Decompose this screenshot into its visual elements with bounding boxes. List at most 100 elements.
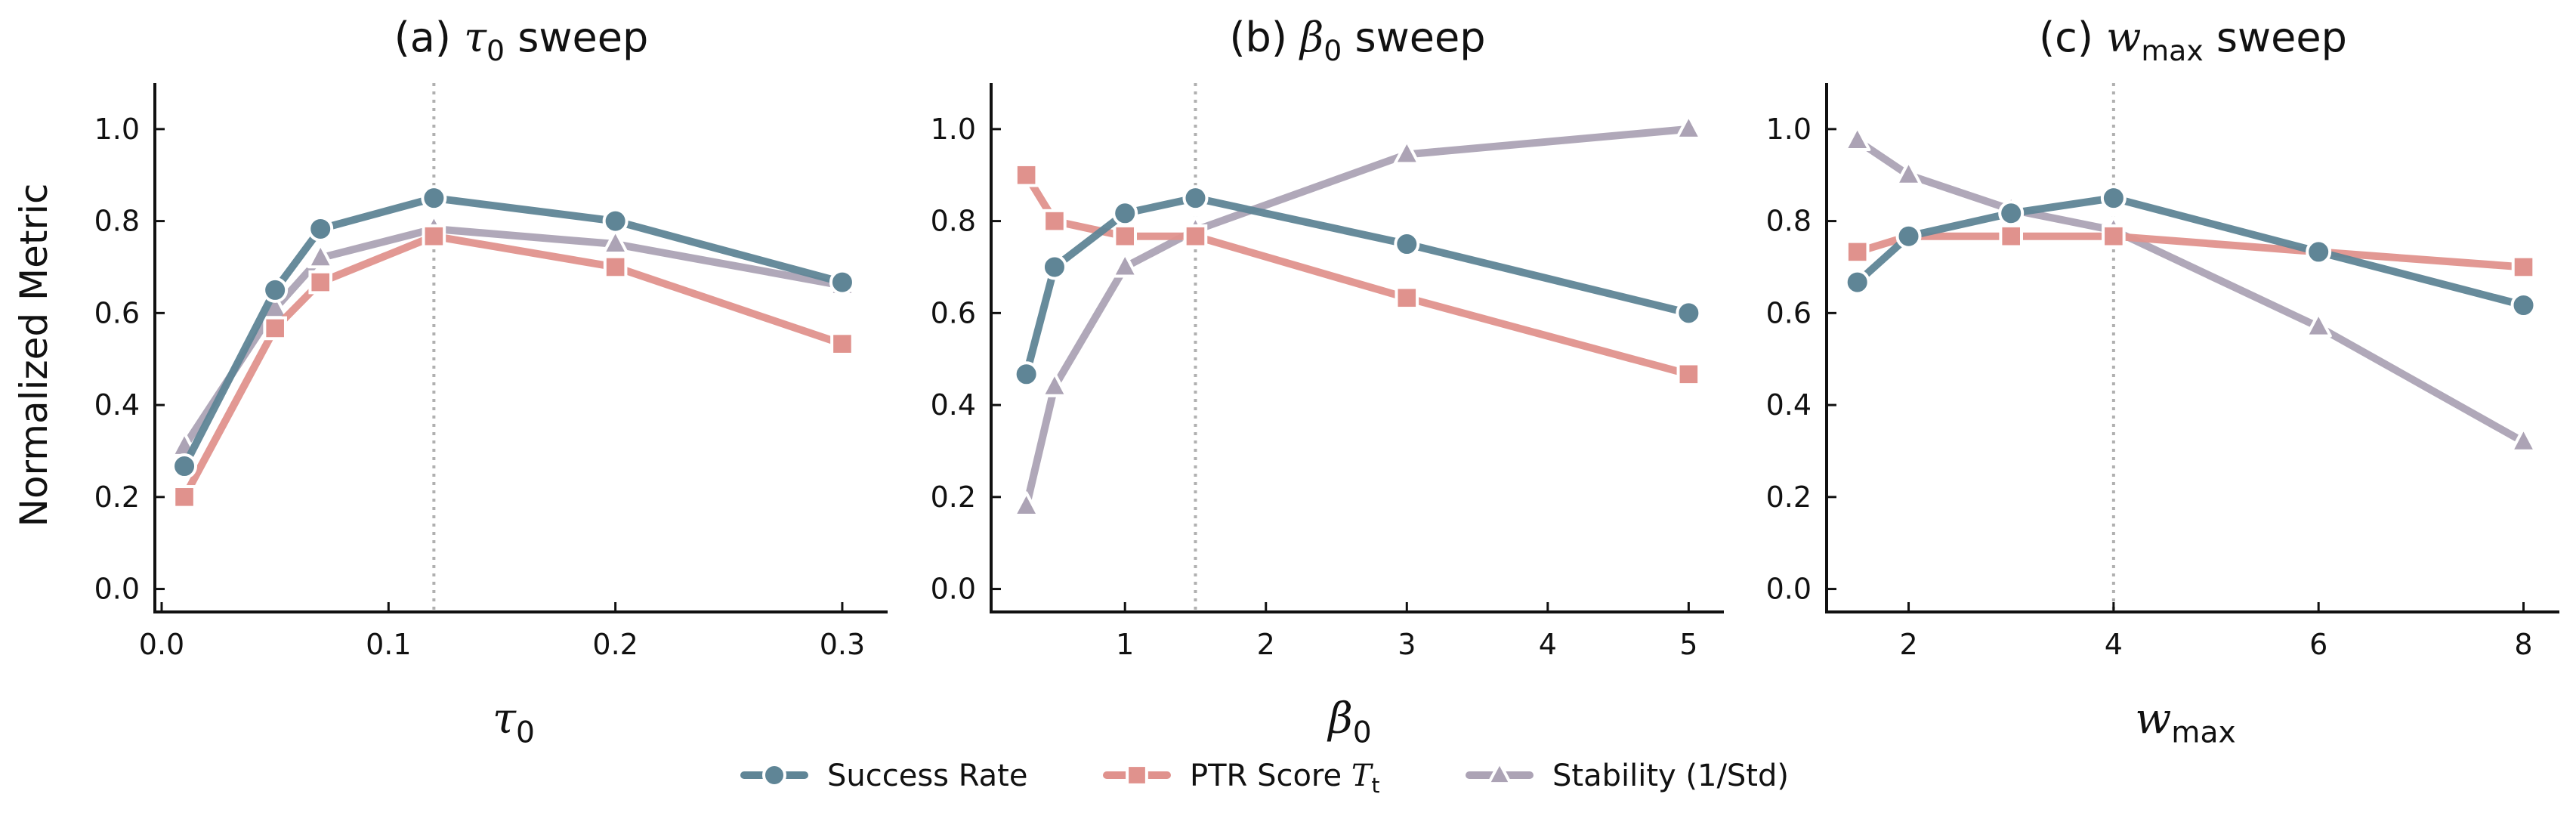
y-tick-label: 0.6 bbox=[1766, 296, 1812, 329]
x-tick-label: 2 bbox=[1257, 628, 1275, 661]
math-subscript: max bbox=[2141, 34, 2203, 67]
x-axis-label: β0 bbox=[1327, 694, 1371, 749]
series-line-ptr-score bbox=[181, 232, 846, 501]
data-point-ptr-score bbox=[172, 485, 196, 509]
y-tick-label: 0.8 bbox=[1766, 205, 1812, 238]
legend-item-stability: Stability (1/Std) bbox=[1466, 759, 1789, 793]
y-tick-label: 0.6 bbox=[931, 296, 976, 329]
panel-title: (c) wmax sweep bbox=[2039, 14, 2347, 67]
data-point-ptr-score bbox=[1845, 239, 1870, 264]
x-tick-label: 0.3 bbox=[820, 628, 865, 661]
legend-label-text: Stability (1/Std) bbox=[1552, 759, 1789, 793]
legend-marker-square bbox=[1126, 764, 1148, 786]
y-tick-label: 0.4 bbox=[94, 388, 140, 422]
series-ptr-score bbox=[1014, 162, 1701, 387]
y-tick-label: 0.2 bbox=[931, 481, 976, 514]
data-point-success-rate bbox=[1182, 185, 1209, 212]
legend-marker-triangle bbox=[1487, 761, 1512, 786]
series-line-stability bbox=[1853, 137, 2528, 446]
series-success-rate bbox=[1013, 185, 1702, 388]
data-point-success-rate bbox=[1998, 200, 2025, 227]
x-tick-label: 2 bbox=[1899, 628, 1917, 661]
data-point-ptr-score bbox=[1183, 224, 1208, 249]
series-line-stability bbox=[1022, 125, 1693, 510]
data-point-success-rate bbox=[1013, 361, 1039, 388]
legend-label: PTR Score Tt bbox=[1190, 759, 1380, 798]
y-axis-label: Normalized Metric bbox=[12, 184, 56, 527]
y-tick-label: 0.6 bbox=[94, 296, 140, 329]
data-point-stability bbox=[1041, 372, 1068, 397]
legend-label: Success Rate bbox=[827, 759, 1027, 793]
x-tick-label: 4 bbox=[2105, 628, 2123, 661]
data-point-success-rate bbox=[2510, 292, 2537, 318]
legend-marker-circle bbox=[762, 763, 786, 787]
data-point-ptr-score bbox=[2511, 255, 2536, 280]
data-point-success-rate bbox=[421, 185, 447, 212]
math-symbol: β bbox=[1299, 14, 1324, 61]
y-tick-label: 0.0 bbox=[931, 573, 976, 606]
data-point-success-rate bbox=[1895, 223, 1922, 249]
math-symbol: τ bbox=[493, 694, 517, 743]
y-tick-label: 0.8 bbox=[931, 205, 976, 238]
data-point-ptr-score bbox=[263, 316, 287, 341]
series-line-success-rate bbox=[1853, 194, 2528, 309]
math-symbol: w bbox=[2135, 694, 2171, 743]
math-subscript: 0 bbox=[486, 34, 505, 67]
y-tick-label: 1.0 bbox=[931, 113, 976, 146]
math-symbol: T bbox=[1351, 759, 1374, 793]
title-suffix: sweep bbox=[1342, 14, 1485, 61]
data-point-ptr-score bbox=[830, 332, 854, 356]
data-point-ptr-score bbox=[603, 255, 628, 280]
data-point-success-rate bbox=[171, 453, 198, 480]
math-symbol: τ bbox=[464, 14, 487, 61]
title-prefix: (c) bbox=[2039, 14, 2106, 61]
series-line-stability bbox=[181, 224, 846, 450]
title-prefix: (b) bbox=[1229, 14, 1300, 61]
legend-item-ptr-score: PTR Score Tt bbox=[1103, 759, 1380, 798]
data-point-ptr-score bbox=[1042, 209, 1067, 233]
x-tick-label: 4 bbox=[1539, 628, 1557, 661]
legend-item-success-rate: Success Rate bbox=[740, 759, 1027, 793]
data-point-stability bbox=[2305, 311, 2332, 338]
series-line-success-rate bbox=[181, 194, 846, 471]
math-subscript: 0 bbox=[516, 715, 535, 749]
y-tick-label: 0.2 bbox=[94, 481, 140, 514]
series-success-rate bbox=[171, 185, 855, 480]
data-point-ptr-score bbox=[2102, 224, 2126, 249]
data-point-ptr-score bbox=[1014, 162, 1039, 187]
series-line-success-rate bbox=[1022, 194, 1693, 379]
x-tick-label: 3 bbox=[1398, 628, 1416, 661]
data-point-ptr-score bbox=[308, 270, 333, 295]
panel-title: (b) β0 sweep bbox=[1229, 14, 1485, 67]
data-point-success-rate bbox=[307, 215, 334, 242]
y-tick-label: 1.0 bbox=[94, 113, 140, 146]
y-tick-label: 0.8 bbox=[94, 205, 140, 238]
data-point-success-rate bbox=[2306, 239, 2332, 265]
y-tick-label: 0.4 bbox=[931, 388, 976, 422]
data-point-success-rate bbox=[1112, 200, 1138, 227]
math-subscript: 0 bbox=[1324, 34, 1342, 67]
x-tick-label: 1 bbox=[1116, 628, 1134, 661]
data-point-stability bbox=[1844, 125, 1871, 152]
data-point-stability bbox=[1393, 139, 1420, 165]
title-suffix: sweep bbox=[2204, 14, 2347, 61]
data-point-stability bbox=[1895, 160, 1923, 186]
data-point-success-rate bbox=[2100, 185, 2127, 212]
x-tick-label: 6 bbox=[2309, 628, 2327, 661]
legend: Success Rate PTR Score Tt Stability (1/Std… bbox=[740, 759, 1789, 798]
data-point-stability bbox=[1012, 491, 1040, 517]
data-point-stability bbox=[1111, 252, 1138, 278]
data-point-success-rate bbox=[262, 277, 289, 303]
panel-title: (a) τ0 sweep bbox=[394, 14, 649, 67]
data-point-ptr-score bbox=[1113, 224, 1138, 249]
x-axis-label: τ0 bbox=[493, 694, 535, 749]
data-point-stability bbox=[1675, 114, 1703, 140]
math-symbol: w bbox=[2106, 14, 2141, 61]
x-tick-label: 0.0 bbox=[139, 628, 184, 661]
data-point-success-rate bbox=[1676, 300, 1702, 326]
x-axis-label: wmax bbox=[2135, 694, 2235, 749]
legend-label-text: Success Rate bbox=[827, 759, 1027, 793]
series-success-rate bbox=[1844, 185, 2537, 318]
